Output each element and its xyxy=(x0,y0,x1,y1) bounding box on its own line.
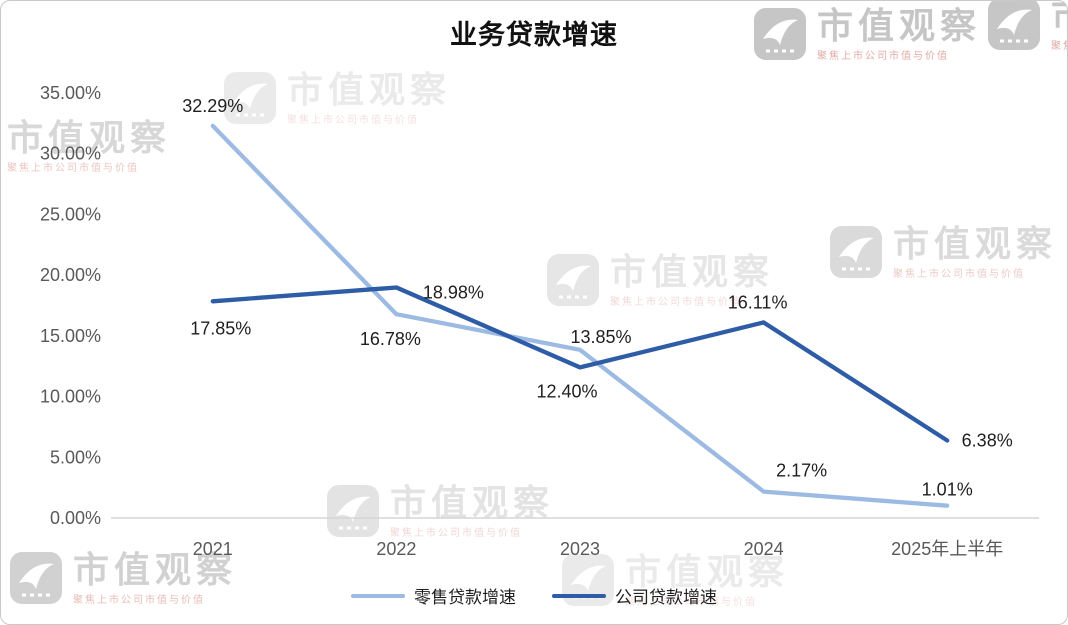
chart-title: 业务贷款增速 xyxy=(450,20,618,50)
data-label: 1.01% xyxy=(922,480,973,500)
x-category-label: 2021 xyxy=(193,539,233,559)
legend-label: 公司贷款增速 xyxy=(615,588,717,607)
legend-item: 零售贷款增速 xyxy=(351,583,516,608)
data-label: 16.78% xyxy=(360,329,421,349)
x-category-label: 2024 xyxy=(744,539,784,559)
series-line-corporate xyxy=(210,285,950,443)
legend-line-swatch xyxy=(351,593,405,598)
data-label: 12.40% xyxy=(536,381,597,401)
legend-line-swatch xyxy=(552,593,606,598)
y-axis-tick-label: 15.00% xyxy=(40,326,101,346)
y-axis-tick-label: 10.00% xyxy=(40,387,101,407)
chart-legend: 零售贷款增速 公司贷款增速 xyxy=(1,583,1067,608)
series-line-retail xyxy=(210,123,950,508)
y-axis-tick-label: 5.00% xyxy=(50,447,101,467)
y-axis-tick-label: 35.00% xyxy=(40,83,101,103)
y-axis-tick-label: 30.00% xyxy=(40,144,101,164)
data-label: 13.85% xyxy=(570,327,631,347)
legend-item: 公司贷款增速 xyxy=(552,583,717,608)
data-label: 18.98% xyxy=(423,283,484,303)
y-axis-tick-label: 0.00% xyxy=(50,508,101,528)
data-label: 6.38% xyxy=(962,431,1013,451)
legend-label: 零售贷款增速 xyxy=(414,588,516,607)
data-label: 17.85% xyxy=(190,318,251,338)
y-axis-tick-label: 25.00% xyxy=(40,204,101,224)
x-category-label: 2025年上半年 xyxy=(891,539,1003,559)
x-category-label: 2022 xyxy=(376,539,416,559)
data-label: 16.11% xyxy=(728,292,788,312)
y-axis-tick-label: 20.00% xyxy=(40,265,101,285)
data-label: 32.29% xyxy=(182,96,243,116)
data-label: 2.17% xyxy=(776,461,827,481)
x-category-label: 2023 xyxy=(560,539,600,559)
